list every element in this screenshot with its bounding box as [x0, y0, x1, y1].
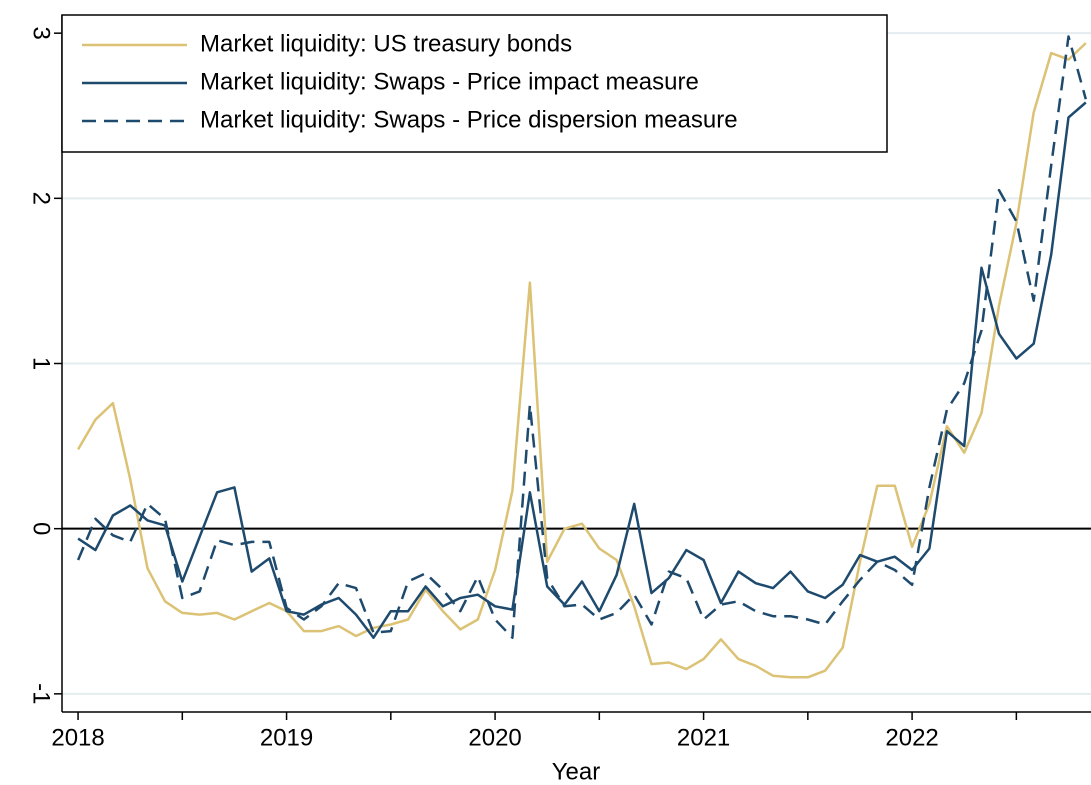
y-tick-label: 0: [28, 522, 55, 535]
x-tick-label: 2020: [468, 724, 521, 751]
x-tick-label: 2022: [885, 724, 938, 751]
y-tick-label: 2: [28, 192, 55, 205]
legend-label: Market liquidity: US treasury bonds: [200, 30, 572, 57]
legend-label: Market liquidity: Swaps - Price dispersi…: [200, 106, 738, 133]
x-axis-label: Year: [552, 758, 601, 785]
y-tick-label: 1: [28, 357, 55, 370]
x-tick-label: 2019: [260, 724, 313, 751]
x-tick-label: 2018: [51, 724, 104, 751]
legend-box: [61, 14, 888, 153]
legend: Market liquidity: US treasury bonds Marke…: [61, 14, 888, 153]
series-line: [77, 42, 1087, 679]
y-tick-label: 3: [28, 26, 55, 39]
y-tick-label: -1: [28, 683, 55, 704]
x-tick-label: 2021: [677, 724, 730, 751]
series-line: [77, 101, 1087, 639]
legend-label: Market liquidity: Swaps - Price impact m…: [200, 68, 699, 95]
series-line: [76, 35, 1088, 639]
